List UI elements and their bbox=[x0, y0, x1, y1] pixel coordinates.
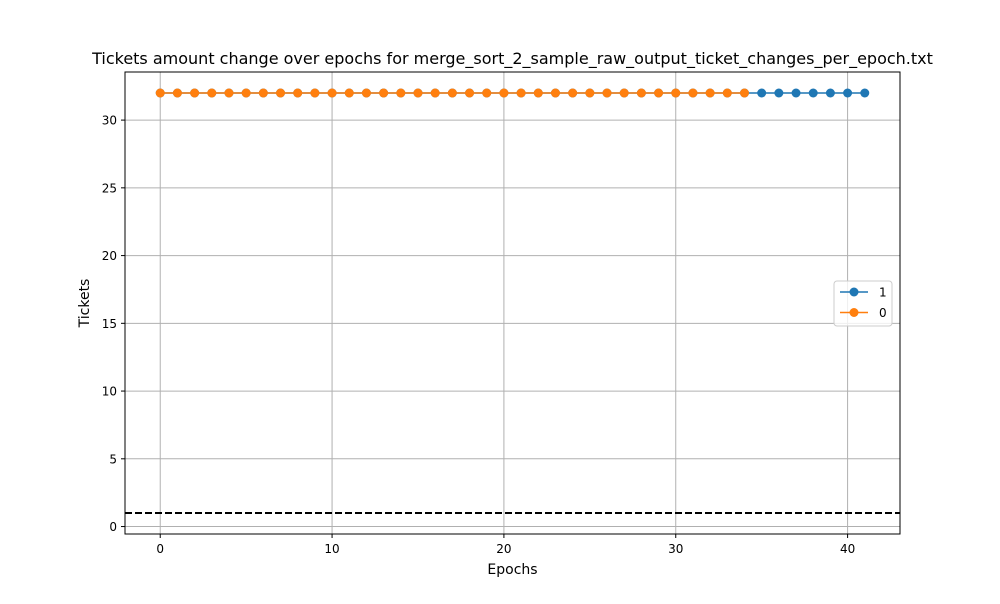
data-point bbox=[396, 88, 406, 98]
data-point bbox=[602, 88, 612, 98]
data-point bbox=[499, 88, 509, 98]
data-point bbox=[688, 88, 698, 98]
data-point bbox=[654, 88, 664, 98]
chart-title: Tickets amount change over epochs for me… bbox=[91, 49, 933, 69]
y-tick-label: 15 bbox=[102, 317, 117, 331]
legend-marker bbox=[849, 287, 859, 297]
data-point bbox=[258, 88, 268, 98]
data-point bbox=[636, 88, 646, 98]
data-point bbox=[550, 88, 560, 98]
y-ticks: 0 5 10 15 20 25 30 bbox=[102, 114, 125, 534]
grid bbox=[125, 72, 900, 534]
data-point bbox=[516, 88, 526, 98]
y-axis-label: Tickets bbox=[77, 279, 93, 329]
data-point bbox=[327, 88, 337, 98]
data-point bbox=[379, 88, 389, 98]
data-point bbox=[344, 88, 354, 98]
data-point bbox=[482, 88, 492, 98]
data-point bbox=[533, 88, 543, 98]
data-point bbox=[361, 88, 371, 98]
data-point bbox=[619, 88, 629, 98]
data-point bbox=[757, 88, 767, 98]
data-point bbox=[447, 88, 457, 98]
x-axis-label: Epochs bbox=[487, 562, 537, 578]
data-point bbox=[293, 88, 303, 98]
y-tick-label: 20 bbox=[102, 249, 117, 263]
y-tick-label: 5 bbox=[109, 452, 117, 466]
data-point bbox=[739, 88, 749, 98]
data-point bbox=[774, 88, 784, 98]
legend-label: 1 bbox=[879, 286, 887, 300]
data-point bbox=[825, 88, 835, 98]
legend-label: 0 bbox=[879, 306, 887, 320]
x-tick-label: 40 bbox=[840, 542, 855, 556]
data-point bbox=[465, 88, 475, 98]
x-tick-label: 30 bbox=[668, 542, 683, 556]
data-point bbox=[190, 88, 200, 98]
data-point bbox=[671, 88, 681, 98]
y-tick-label: 25 bbox=[102, 181, 117, 195]
x-ticks: 0 10 20 30 40 bbox=[156, 534, 855, 556]
data-point bbox=[241, 88, 251, 98]
legend-marker bbox=[849, 308, 859, 317]
y-tick-label: 30 bbox=[102, 114, 117, 128]
data-point bbox=[172, 88, 182, 98]
data-point bbox=[791, 88, 801, 98]
data-point bbox=[224, 88, 234, 98]
x-tick-label: 10 bbox=[324, 542, 339, 556]
data-point bbox=[568, 88, 578, 98]
data-point bbox=[705, 88, 715, 98]
data-point bbox=[722, 88, 732, 98]
data-point bbox=[276, 88, 286, 98]
y-tick-label: 10 bbox=[102, 385, 117, 399]
x-tick-label: 20 bbox=[496, 542, 511, 556]
data-point bbox=[413, 88, 423, 98]
data-point bbox=[808, 88, 818, 98]
x-tick-label: 0 bbox=[156, 542, 164, 556]
data-point bbox=[860, 88, 870, 98]
data-point bbox=[843, 88, 853, 98]
legend: 10 bbox=[833, 280, 893, 327]
axes-frame bbox=[124, 71, 901, 535]
data-point bbox=[207, 88, 217, 98]
legend-item: 0 bbox=[840, 306, 887, 320]
y-tick-label: 0 bbox=[109, 520, 117, 534]
plot-series bbox=[155, 88, 870, 98]
legend-item: 1 bbox=[840, 286, 887, 300]
data-point bbox=[155, 88, 165, 98]
data-point bbox=[430, 88, 440, 98]
data-point bbox=[585, 88, 595, 98]
data-point bbox=[310, 88, 320, 98]
series-0 bbox=[155, 88, 749, 98]
